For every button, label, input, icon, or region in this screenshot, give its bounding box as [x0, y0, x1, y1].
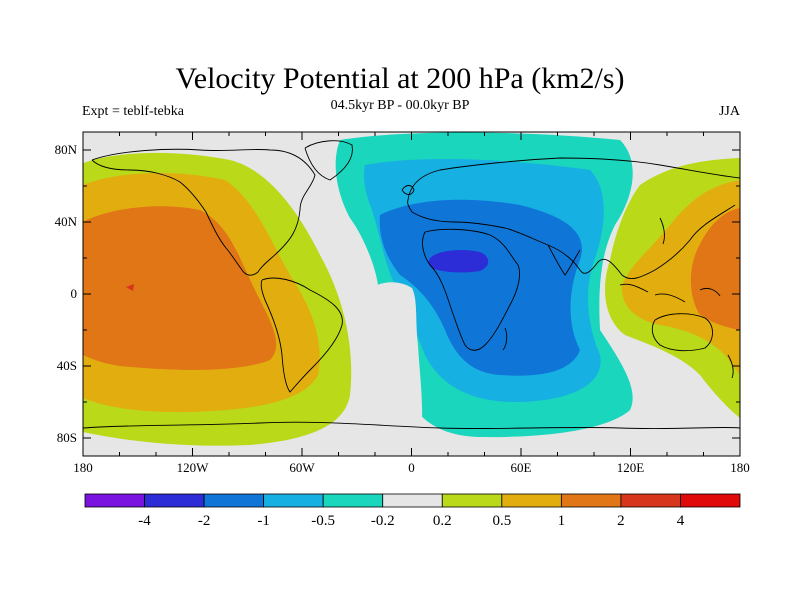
coast-australia	[651, 313, 713, 352]
contour-neg-1	[379, 199, 582, 376]
coast-north-america	[91, 148, 316, 276]
contour-neg-2	[428, 250, 489, 273]
colorbar-box	[203, 493, 265, 508]
lat-tick-label: 40N	[55, 214, 78, 229]
colorbar-label: 1	[558, 513, 566, 529]
lon-tick-label: 60E	[511, 460, 532, 475]
lon-tick-label: 120W	[177, 460, 210, 475]
colorbar-box	[560, 493, 622, 508]
colorbar-label: -0.2	[371, 513, 395, 529]
coastlines	[83, 140, 740, 430]
colorbar-box	[501, 493, 562, 508]
colorbar-box	[144, 493, 205, 508]
colorbar: -4 -2 -1 -0.5 -0.2 0.2 0.5 1 2 4	[84, 493, 741, 529]
map-plot-area	[83, 132, 740, 456]
coast-japan	[659, 217, 665, 245]
colorbar-label: -4	[138, 513, 151, 529]
colorbar-label: -0.5	[311, 513, 335, 529]
coast-madagascar	[502, 327, 508, 351]
contour-pos-2-west-dot	[126, 284, 134, 291]
colorbar-box	[322, 493, 384, 508]
experiment-label: Expt = teblf-tebka	[82, 104, 184, 119]
contour-neutral-atlantic	[352, 282, 423, 456]
colorbar-box	[620, 493, 681, 508]
plot-title: Velocity Potential at 200 hPa (km2/s)	[175, 62, 625, 95]
coast-antarctica	[83, 421, 740, 430]
contour-pos-1-west	[83, 206, 277, 370]
contour-pos-1-east	[690, 208, 740, 330]
colorbar-box	[263, 493, 324, 508]
colorbar-label: 4	[677, 513, 685, 529]
coast-south-america	[260, 277, 343, 393]
lat-tick-label: 0	[71, 286, 78, 301]
lon-tick-label: 180	[730, 460, 750, 475]
lon-tick-label: 0	[408, 460, 415, 475]
coast-uk	[401, 185, 415, 195]
plot-subtitle: 04.5kyr BP - 00.0kyr BP	[330, 98, 470, 113]
colorbar-box	[441, 493, 503, 508]
coast-africa	[422, 228, 521, 351]
axis-labels: 180 120W 60W 0 60E 120E 180 80N 40N 0 40S 80S	[55, 142, 750, 475]
lat-tick-label: 80N	[55, 142, 78, 157]
axis-ticks	[82, 132, 741, 456]
colorbar-box	[382, 493, 443, 508]
coast-india	[547, 244, 581, 276]
colorbar-box	[84, 493, 145, 508]
lon-tick-label: 120E	[617, 460, 645, 475]
colorbar-label: -1	[257, 513, 270, 529]
coast-maritime-continent	[619, 283, 721, 303]
coast-europe-asia	[407, 157, 740, 280]
colorbar-label: 0.2	[433, 513, 452, 529]
lon-tick-label: 180	[73, 460, 93, 475]
season-label: JJA	[718, 104, 740, 119]
lon-tick-label: 60W	[289, 460, 315, 475]
coast-greenland	[304, 140, 353, 181]
lat-tick-label: 40S	[57, 358, 77, 373]
colorbar-box	[680, 493, 741, 508]
lat-tick-label: 80S	[57, 430, 77, 445]
colorbar-label: 2	[617, 513, 625, 529]
colorbar-label: -2	[198, 513, 211, 529]
colorbar-label: 0.5	[492, 513, 511, 529]
